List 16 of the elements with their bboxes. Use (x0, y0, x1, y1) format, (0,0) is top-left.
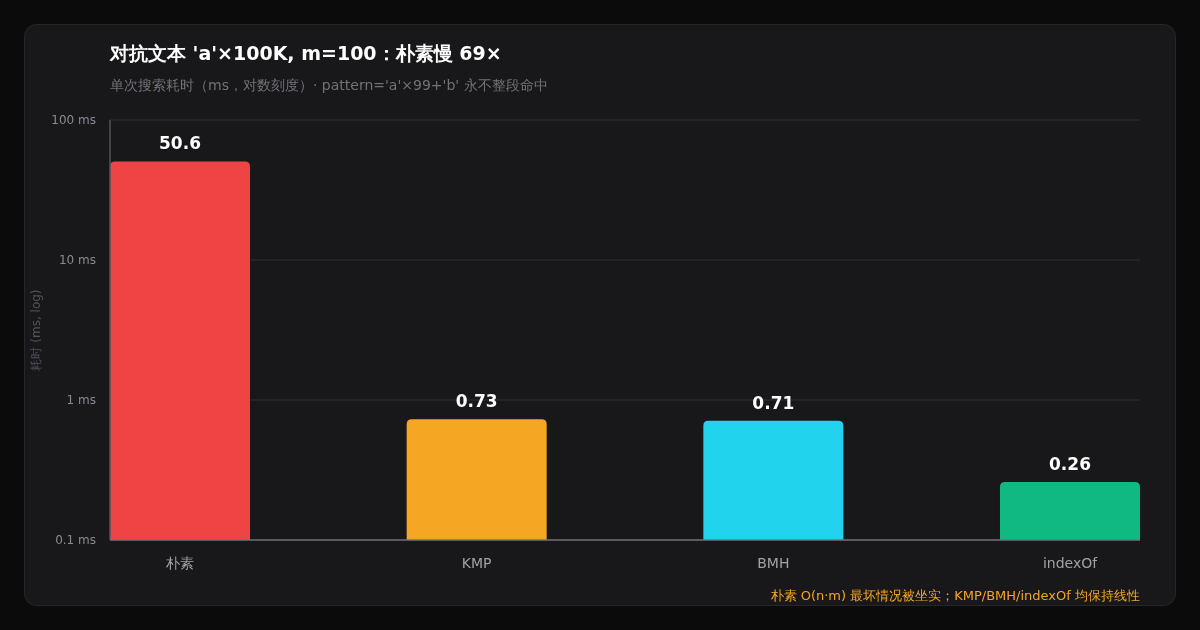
x-tick-label: BMH (757, 555, 790, 571)
y-tick-label: 10 ms (58, 253, 96, 267)
chart-title: 对抗文本 'a'×100K, m=100：朴素慢 69× (109, 42, 502, 64)
x-tick-label: KMP (461, 555, 492, 571)
x-tick-label: 朴素 (165, 555, 194, 571)
y-tick-label: 0.1 ms (55, 533, 96, 547)
data-label: 50.6 (159, 133, 201, 154)
data-label: 0.71 (752, 392, 795, 413)
text: 朴素 O(n·m) 最坏情况被坐实；KMP/BMH/indexOf 均保持线性 (769, 588, 1140, 603)
data-label: 0.73 (455, 391, 498, 412)
y-tick-label: 1 ms (66, 393, 96, 407)
x-tick-label: indexOf (1042, 555, 1099, 571)
y-tick-label: 100 ms (51, 113, 96, 127)
data-label: 0.26 (1049, 453, 1091, 474)
chart-subtitle: 单次搜索耗时（ms，对数刻度）· pattern='a'×99+'b' 永不整段命中 (110, 77, 548, 93)
y-axis-title: 耗时 (ms, log) (29, 289, 43, 371)
